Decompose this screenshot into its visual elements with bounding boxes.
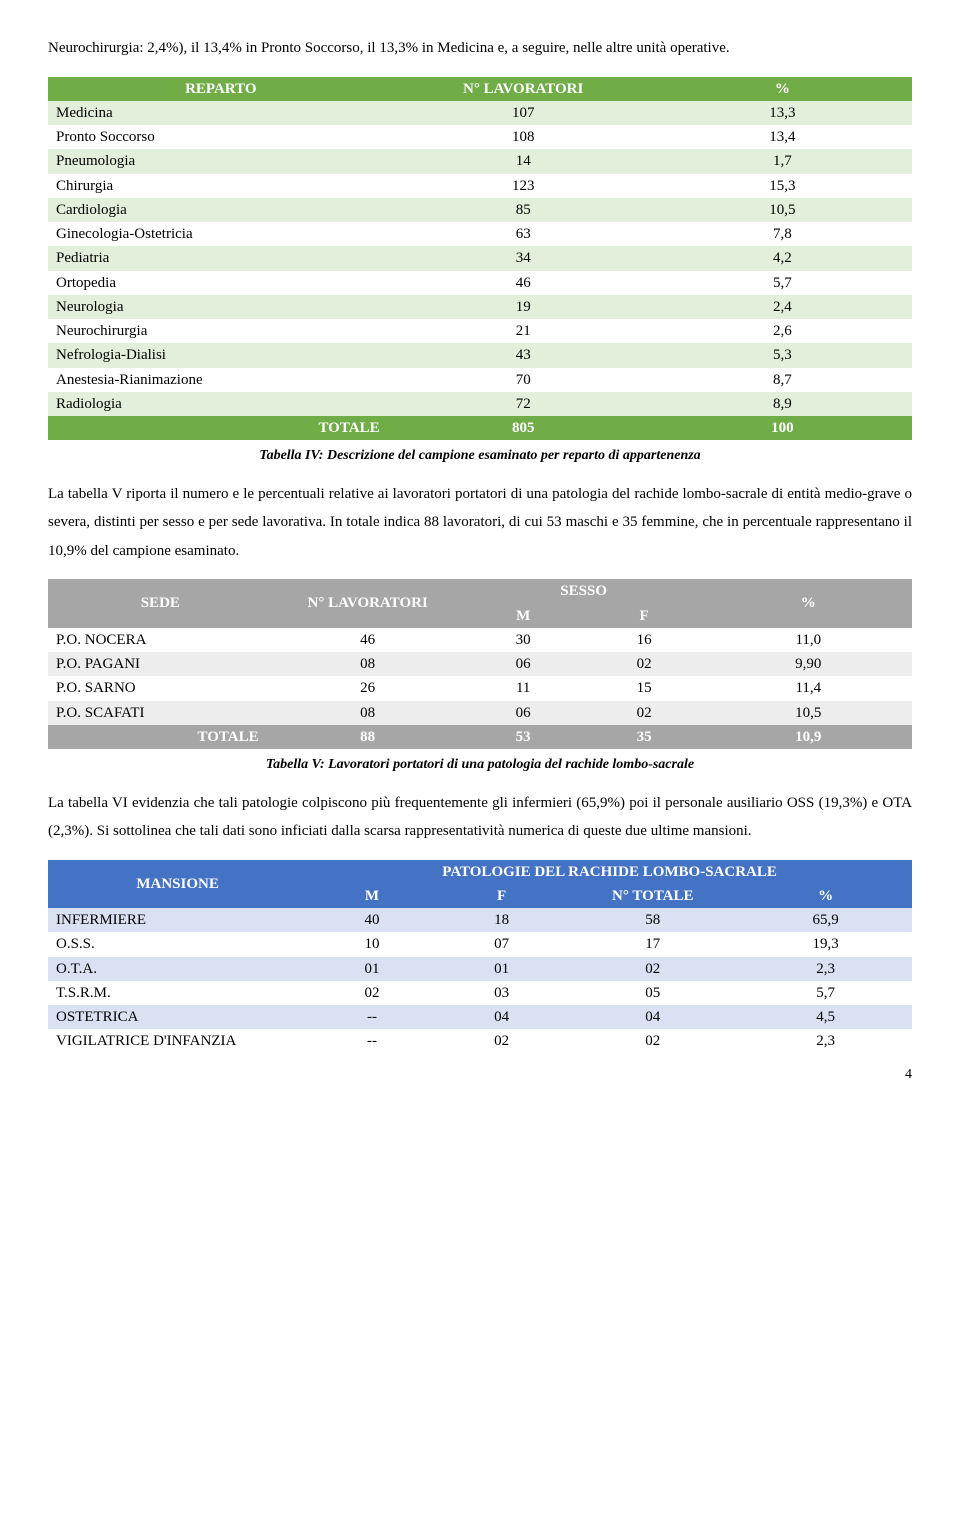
table-row: P.O. NOCERA46301611,0 bbox=[48, 628, 912, 652]
th-m: M bbox=[463, 604, 584, 628]
th-sede: SEDE bbox=[48, 579, 273, 628]
th-m: M bbox=[307, 884, 437, 908]
table-row: Neurologia192,4 bbox=[48, 295, 912, 319]
table-reparto: REPARTO N° LAVORATORI % Medicina10713,3 … bbox=[48, 77, 912, 441]
th-patologie: PATOLOGIE DEL RACHIDE LOMBO-SACRALE bbox=[307, 860, 912, 884]
table-row: Anestesia-Rianimazione708,7 bbox=[48, 368, 912, 392]
table-row: P.O. SCAFATI08060210,5 bbox=[48, 701, 912, 725]
table-totale-row: TOTALE88533510,9 bbox=[48, 725, 912, 749]
th-lavoratori: N° LAVORATORI bbox=[273, 579, 463, 628]
table-row: Neurochirurgia212,6 bbox=[48, 319, 912, 343]
paragraph-3: La tabella VI evidenzia che tali patolog… bbox=[48, 789, 912, 846]
table-caption-4: Tabella IV: Descrizione del campione esa… bbox=[48, 446, 912, 466]
table-row: Radiologia728,9 bbox=[48, 392, 912, 416]
paragraph-2: La tabella V riporta il numero e le perc… bbox=[48, 480, 912, 566]
th-sesso: SESSO bbox=[463, 579, 705, 603]
paragraph-1: Neurochirurgia: 2,4%), il 13,4% in Pront… bbox=[48, 34, 912, 63]
table-row: O.T.A.0101022,3 bbox=[48, 957, 912, 981]
table-row: Ginecologia-Ostetricia637,8 bbox=[48, 222, 912, 246]
table-mansione: MANSIONE PATOLOGIE DEL RACHIDE LOMBO-SAC… bbox=[48, 860, 912, 1054]
table-totale-row: TOTALE805100 bbox=[48, 416, 912, 440]
th-reparto: REPARTO bbox=[48, 77, 394, 101]
table-caption-5: Tabella V: Lavoratori portatori di una p… bbox=[48, 755, 912, 775]
table-row: Cardiologia8510,5 bbox=[48, 198, 912, 222]
th-percent: % bbox=[739, 884, 912, 908]
th-f: F bbox=[437, 884, 567, 908]
table-row: O.S.S.10071719,3 bbox=[48, 932, 912, 956]
table-row: T.S.R.M.0203055,7 bbox=[48, 981, 912, 1005]
table-sede: SEDE N° LAVORATORI SESSO % M F P.O. NOCE… bbox=[48, 579, 912, 749]
table-row: P.O. PAGANI0806029,90 bbox=[48, 652, 912, 676]
table-row: Pediatria344,2 bbox=[48, 246, 912, 270]
table-row: Nefrologia-Dialisi435,3 bbox=[48, 343, 912, 367]
table-row: INFERMIERE40185865,9 bbox=[48, 908, 912, 932]
th-ntotale: N° TOTALE bbox=[566, 884, 739, 908]
table-row: P.O. SARNO26111511,4 bbox=[48, 676, 912, 700]
th-f: F bbox=[584, 604, 705, 628]
table-row: VIGILATRICE D'INFANZIA--02022,3 bbox=[48, 1029, 912, 1053]
table-row: Chirurgia12315,3 bbox=[48, 174, 912, 198]
th-lavoratori: N° LAVORATORI bbox=[394, 77, 653, 101]
th-percent: % bbox=[705, 579, 912, 628]
table-row: Pronto Soccorso10813,4 bbox=[48, 125, 912, 149]
th-mansione: MANSIONE bbox=[48, 860, 307, 909]
th-percent: % bbox=[653, 77, 912, 101]
page-number: 4 bbox=[48, 1062, 912, 1089]
table-row: Ortopedia465,7 bbox=[48, 271, 912, 295]
table-row: Pneumologia141,7 bbox=[48, 149, 912, 173]
table-row: Medicina10713,3 bbox=[48, 101, 912, 125]
table-row: OSTETRICA--04044,5 bbox=[48, 1005, 912, 1029]
